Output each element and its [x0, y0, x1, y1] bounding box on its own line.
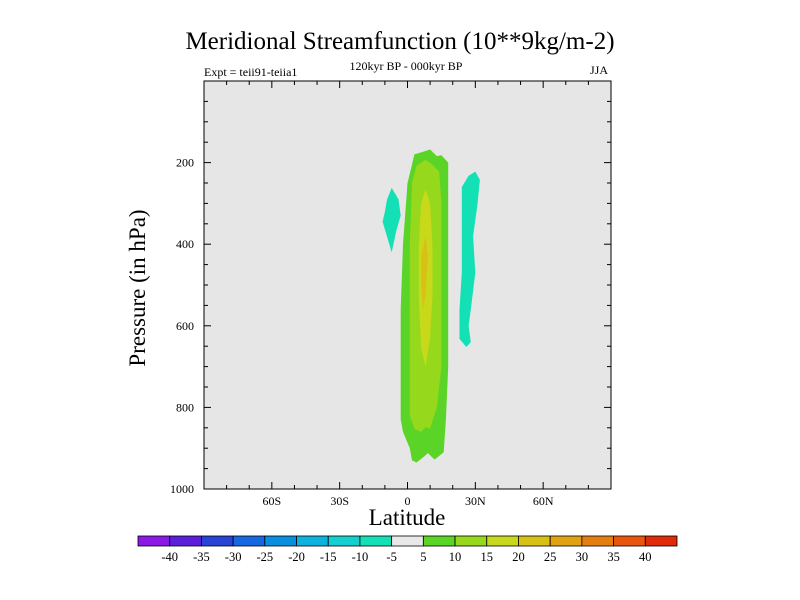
colorbar-label: -35 — [193, 550, 210, 564]
colorbar-swatch — [359, 535, 393, 547]
colorbar-swatch — [486, 535, 519, 547]
colorbar-label: 20 — [512, 550, 525, 564]
y-tick-label: 800 — [176, 400, 194, 414]
colorbar-label: -10 — [352, 550, 369, 564]
x-tick-label: 60S — [262, 494, 281, 508]
x-axis-label: Latitude — [368, 505, 446, 530]
chart-subtitle: 120kyr BP - 000kyr BP — [349, 59, 463, 73]
colorbar-swatch — [549, 535, 583, 547]
contour-region-5 — [421, 236, 428, 310]
colorbar-swatch — [391, 535, 424, 547]
chart-title: Meridional Streamfunction (10**9kg/m-2) — [185, 28, 615, 55]
season-label: JJA — [590, 63, 609, 77]
colorbar-label: 35 — [607, 550, 620, 564]
y-tick-label: 1000 — [170, 482, 194, 496]
colorbar-swatch — [454, 535, 488, 547]
colorbar-label: -40 — [161, 550, 178, 564]
colorbar-swatch — [327, 535, 361, 547]
colorbar-swatch — [581, 535, 614, 547]
colorbar-label: 5 — [420, 550, 426, 564]
x-tick-label: 30N — [465, 494, 486, 508]
colorbar-swatch — [201, 535, 234, 547]
colorbar-swatch — [613, 535, 646, 547]
y-tick-label: 600 — [176, 319, 194, 333]
colorbar-label: -5 — [386, 550, 396, 564]
colorbar-label: 30 — [576, 550, 589, 564]
colorbar-swatch — [296, 535, 329, 547]
colorbar-label: 15 — [481, 550, 494, 564]
y-tick-label: 200 — [176, 156, 194, 170]
contour-region-0 — [382, 187, 401, 253]
colorbar-label: 25 — [544, 550, 557, 564]
colorbar-swatch — [644, 535, 678, 547]
colorbar-label: -30 — [225, 550, 242, 564]
colorbar-label: -25 — [256, 550, 273, 564]
colorbar-swatch — [137, 535, 171, 547]
colorbar-label: -20 — [288, 550, 305, 564]
colorbar-swatch — [264, 535, 297, 547]
colorbar-swatch — [232, 535, 266, 547]
colorbar-label: 10 — [449, 550, 462, 564]
x-tick-label: 60N — [533, 494, 554, 508]
colorbar-label: -15 — [320, 550, 337, 564]
colorbar-swatch — [169, 535, 202, 547]
x-tick-label: 30S — [330, 494, 349, 508]
x-tick-label: 0 — [405, 494, 411, 508]
colorbar-swatch — [518, 535, 551, 547]
contour-region-1 — [459, 171, 480, 347]
colorbar-swatch — [422, 535, 456, 547]
experiment-label: Expt = teii91-teiia1 — [204, 65, 298, 79]
y-tick-label: 400 — [176, 237, 194, 251]
colorbar-label: 40 — [639, 550, 652, 564]
